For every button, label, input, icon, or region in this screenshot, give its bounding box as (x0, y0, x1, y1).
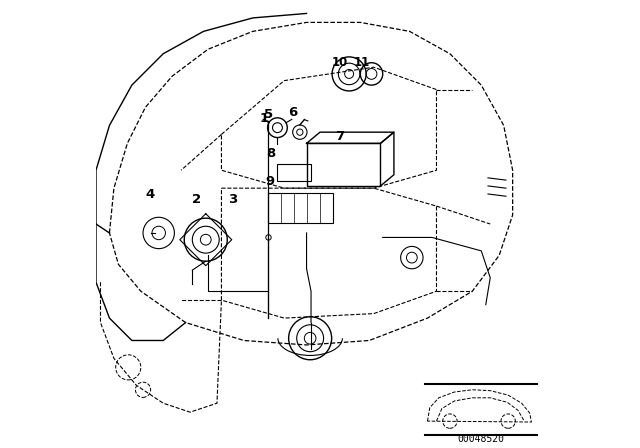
Text: 11: 11 (354, 56, 370, 69)
Text: 4: 4 (145, 188, 154, 202)
Text: 5: 5 (264, 108, 273, 121)
Text: 00048520: 00048520 (458, 434, 505, 444)
Text: 1: 1 (259, 112, 269, 125)
Text: 9: 9 (265, 175, 275, 188)
Bar (278, 164, 311, 181)
Bar (307, 143, 380, 186)
Text: 10: 10 (332, 56, 348, 69)
Text: 3: 3 (228, 193, 237, 206)
Text: 2: 2 (192, 193, 202, 206)
Text: 8: 8 (266, 146, 275, 160)
Bar (269, 193, 333, 223)
Text: 7: 7 (335, 130, 345, 143)
Text: 6: 6 (289, 106, 298, 120)
